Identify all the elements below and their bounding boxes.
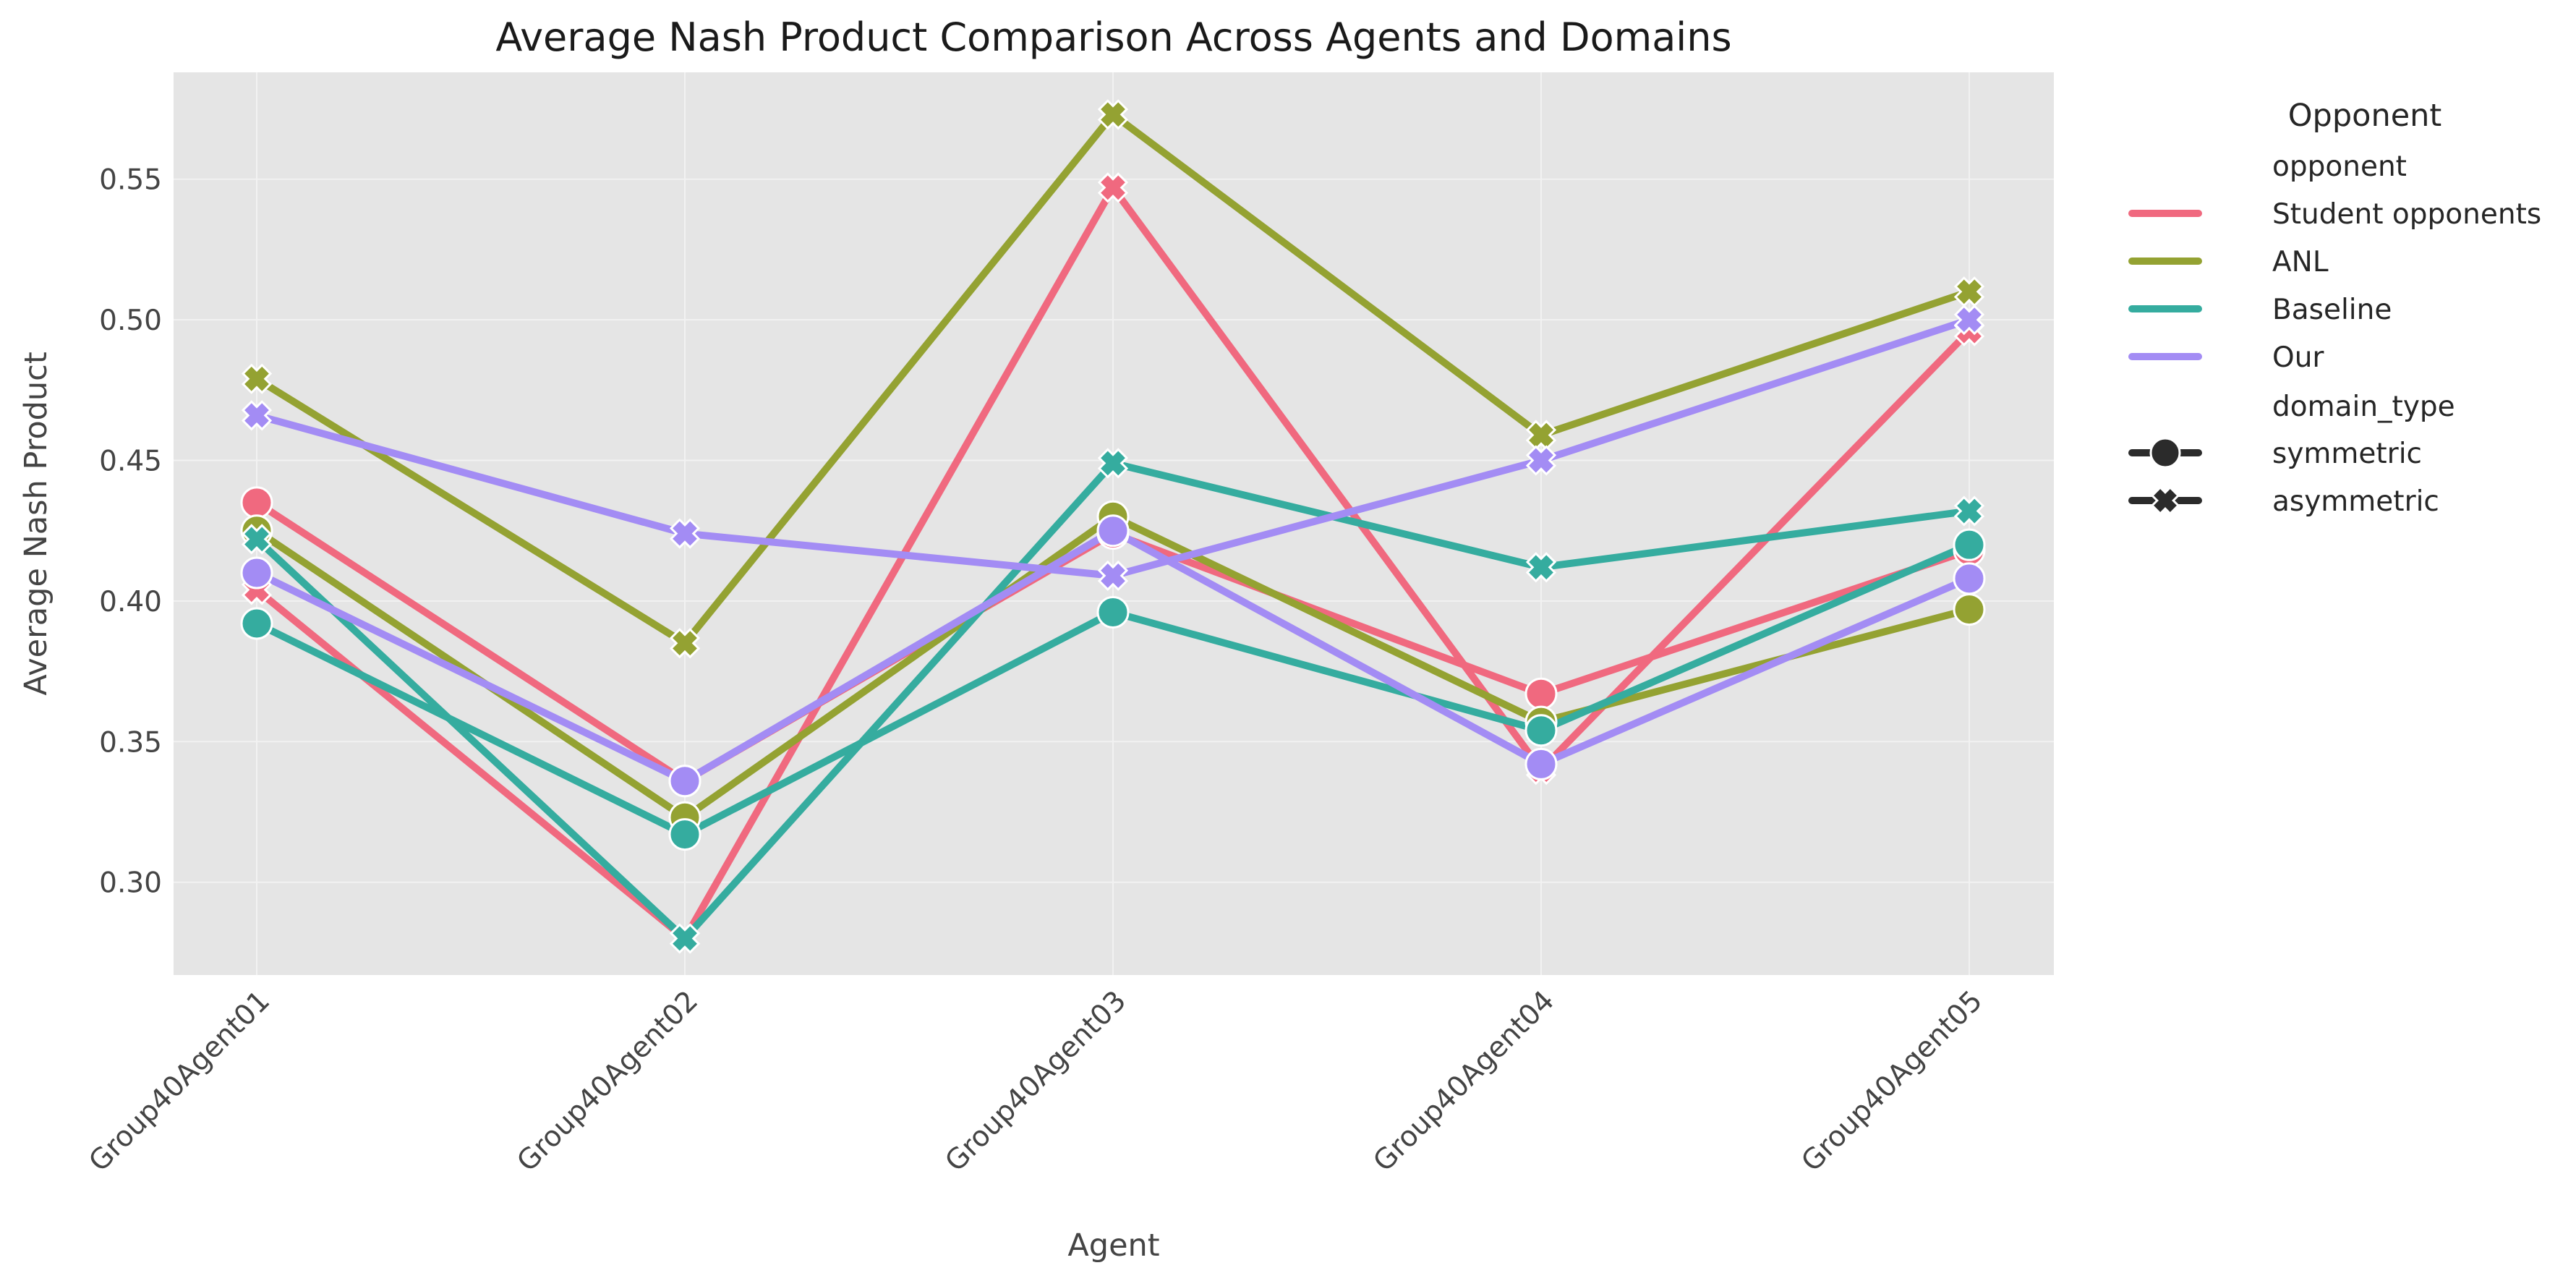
data-point-x-marker [1097,172,1129,203]
legend-label: symmetric [2272,438,2422,470]
data-point-circle-marker [668,818,701,851]
data-point-x-marker [241,400,273,431]
markers-our-asymmetric [241,305,1985,592]
legend-style-entries: symmetric asymmetric [2128,437,2439,518]
data-point-x-marker [669,518,701,549]
data-point-x-marker [669,923,701,954]
markers-anl-asymmetric [241,99,1985,659]
x-tick-label: Group40Agent02 [511,984,704,1178]
chart-title: Average Nash Product Comparison Across A… [495,14,1731,60]
data-point-circle-marker [1953,528,1986,561]
y-axis-label: Average Nash Product [18,352,54,695]
data-point-circle-marker [1524,714,1558,747]
legend-item-asymmetric: asymmetric [2128,485,2439,518]
data-point-x-marker [1953,495,1985,527]
y-tick-label: 0.45 [99,446,162,478]
markers-baseline-symmetric [240,528,1986,851]
data-point-x-marker [1097,99,1129,130]
legend-style-header: domain_type [2272,391,2455,423]
data-point-x-marker [1953,305,1985,336]
data-point-circle-marker [1096,595,1130,629]
x-ticks: Group40Agent01 Group40Agent02 Group40Agent… [82,984,1989,1178]
data-point-circle-marker [240,486,273,519]
data-point-x-marker [1097,448,1129,479]
data-point-circle-marker [1953,593,1986,626]
x-axis-label: Agent [1067,1227,1159,1264]
y-tick-label: 0.50 [99,305,162,337]
legend-hue-header: opponent [2272,150,2407,183]
x-tick-label: Group40Agent01 [82,984,276,1178]
legend-label: Our [2272,341,2324,374]
legend-title: Opponent [2288,98,2442,134]
legend-item-anl: ANL [2128,246,2329,278]
markers-baseline-asymmetric [241,448,1985,954]
data-point-circle-marker [1524,677,1558,710]
legend-circle-marker [2149,437,2181,469]
data-point-circle-marker [1953,562,1986,595]
legend-item-student-opponents: Student opponents [2128,198,2541,231]
data-point-x-marker [1097,560,1129,592]
data-point-circle-marker [240,607,273,640]
legend-hue-entries: Student opponents ANL Baseline Our [2128,198,2541,374]
legend-label: asymmetric [2272,485,2439,518]
legend-item-symmetric: symmetric [2128,437,2422,470]
data-point-x-marker [1525,420,1557,451]
legend-x-marker [2150,485,2180,516]
data-point-x-marker [241,524,273,555]
data-point-circle-marker [240,556,273,590]
data-point-x-marker [1953,276,1985,307]
data-point-x-marker [1525,552,1557,583]
data-point-circle-marker [1524,747,1558,780]
legend-item-our: Our [2128,341,2324,374]
x-tick-label: Group40Agent05 [1795,984,1989,1178]
x-tick-label: Group40Agent03 [939,984,1133,1178]
y-tick-label: 0.30 [99,867,162,900]
data-point-circle-marker [1096,514,1130,548]
y-tick-label: 0.40 [99,586,162,618]
legend-item-baseline: Baseline [2128,294,2392,326]
legend-label: Student opponents [2272,198,2541,231]
data-point-x-marker [669,628,701,659]
series [240,99,1986,954]
data-point-x-marker [241,363,273,394]
legend-label: Baseline [2272,294,2392,326]
data-point-x-marker [1525,445,1557,476]
data-point-circle-marker [668,765,701,798]
x-tick-label: Group40Agent04 [1367,984,1561,1178]
legend: Opponent opponent Student opponents ANL Ba… [2128,98,2541,518]
y-ticks: 0.30 0.35 0.40 0.45 0.50 0.55 [99,164,162,900]
y-tick-label: 0.35 [99,726,162,759]
legend-label: ANL [2272,246,2329,278]
markers-our-symmetric [240,514,1986,798]
y-tick-label: 0.55 [99,164,162,197]
